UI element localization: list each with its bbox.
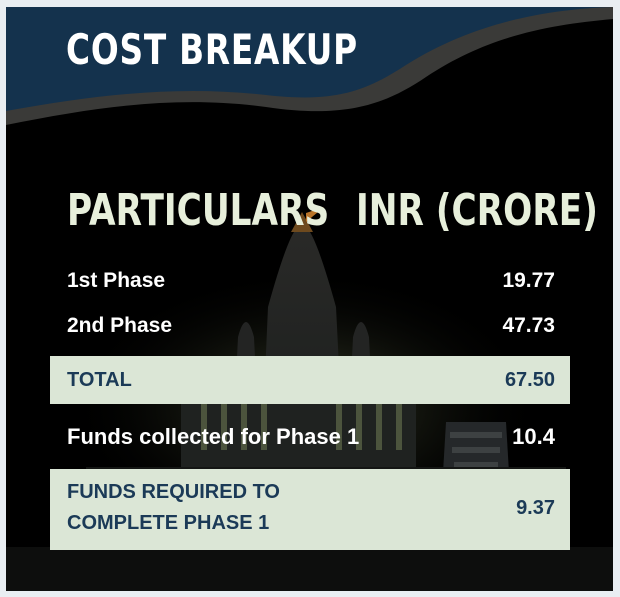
row-label-phase1: 1st Phase [67, 269, 166, 292]
page-title: COST BREAKUP [66, 25, 358, 74]
header-band [6, 7, 613, 125]
funds-required-row [50, 469, 570, 550]
total-label: TOTAL [67, 369, 132, 391]
funds-collected-value: 10.4 [512, 424, 555, 449]
funds-required-label-line2: COMPLETE PHASE 1 [67, 512, 270, 534]
column-header-particulars: PARTICULARS [67, 185, 330, 236]
row-label-phase2: 2nd Phase [67, 314, 173, 337]
cost-breakup-card: COST BREAKUP PARTICULARS INR (CRORE) 1st… [6, 7, 613, 591]
total-row [50, 356, 570, 404]
row-value-phase1: 19.77 [502, 269, 555, 292]
funds-required-label-line1: FUNDS REQUIRED TO [67, 481, 280, 503]
row-value-phase2: 47.73 [502, 314, 555, 337]
column-header-amount: INR (CRORE) [356, 185, 598, 236]
total-value: 67.50 [504, 369, 555, 391]
funds-collected-label: Funds collected for Phase 1 [67, 424, 360, 449]
funds-required-value: 9.37 [516, 497, 555, 519]
